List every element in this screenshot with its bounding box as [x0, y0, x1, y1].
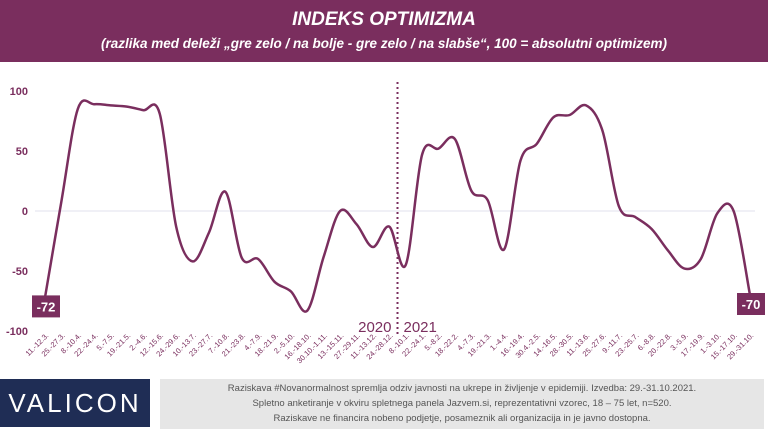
y-tick-label: 100 [10, 86, 28, 98]
end-value-label: -70 [742, 297, 761, 312]
y-tick-label: -50 [12, 266, 28, 278]
footer-line: Raziskave ne financira nobeno podjetje, … [273, 413, 651, 424]
header: INDEKS OPTIMIZMA (razlika med deleži „gr… [0, 0, 768, 62]
y-tick-label: 0 [22, 206, 28, 218]
year-label-2020: 2020 [358, 319, 391, 336]
footer-line: Spletno anketiranje v okviru spletnega p… [252, 398, 672, 409]
end-value-label: -72 [37, 299, 56, 314]
chart-subtitle: (razlika med deleži „gre zelo / na bolje… [100, 36, 668, 51]
y-tick-label: -100 [6, 326, 28, 338]
footer-note: Raziskava #Novanormalnost spremlja odziv… [160, 379, 764, 429]
footer-line: Raziskava #Novanormalnost spremlja odziv… [227, 383, 697, 394]
chart-title: INDEKS OPTIMIZMA [292, 9, 476, 30]
y-tick-label: 50 [16, 146, 28, 158]
valicon-logo: VALICON [0, 379, 150, 427]
year-label-2021: 2021 [404, 319, 437, 336]
end-label-box [737, 293, 765, 315]
end-label-box [32, 295, 60, 318]
